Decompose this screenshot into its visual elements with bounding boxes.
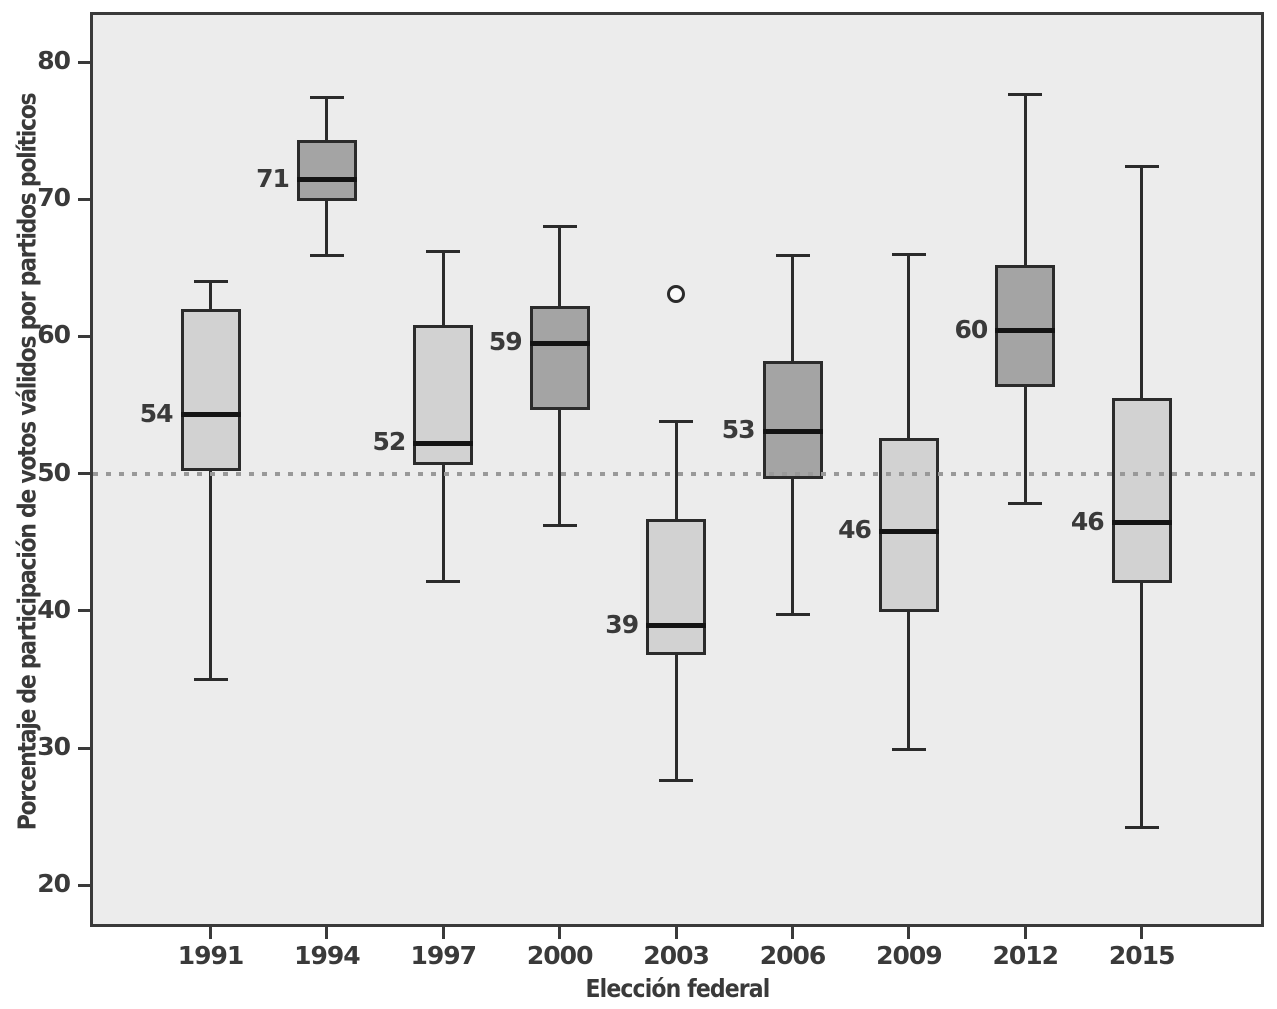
median-label: 46 (838, 515, 872, 545)
whisker-cap-low (426, 580, 461, 584)
y-tick-label: 70 (37, 183, 71, 213)
median-line (413, 440, 474, 446)
median-label: 53 (721, 415, 756, 445)
median-line (296, 177, 357, 183)
whisker-line (209, 281, 212, 680)
x-axis-title: Elección federal (90, 974, 1264, 1003)
box-iqr (1111, 398, 1172, 584)
x-axis-title-text: Elección federal (585, 974, 770, 1003)
box-iqr (180, 308, 241, 471)
y-tick-mark (78, 883, 91, 887)
x-tick-mark (791, 925, 794, 939)
whisker-cap-high (891, 252, 926, 256)
whisker-cap-low (659, 779, 694, 783)
median-line (878, 528, 939, 534)
x-tick-mark (1140, 925, 1144, 939)
y-tick-label: 80 (37, 46, 71, 75)
x-tick-mark (209, 925, 212, 939)
whisker-cap-low (542, 524, 577, 528)
x-tick-label: 1997 (410, 941, 478, 970)
median-line (646, 623, 707, 629)
median-label: 71 (256, 163, 290, 193)
y-tick-mark (78, 60, 91, 64)
whisker-cap-low (1124, 826, 1159, 830)
x-tick-label: 2012 (992, 941, 1060, 970)
median-line (180, 412, 241, 418)
x-tick-label: 1991 (177, 941, 245, 970)
whisker-cap-low (1008, 502, 1043, 506)
box-iqr (995, 265, 1056, 388)
y-tick-mark (78, 334, 91, 338)
median-label: 54 (139, 398, 174, 428)
median-label: 46 (1070, 506, 1105, 536)
y-tick-label: 20 (37, 869, 71, 899)
median-line (762, 428, 823, 434)
whisker-cap-low (193, 677, 228, 681)
whisker-cap-high (1008, 93, 1043, 97)
x-tick-label: 2000 (526, 941, 594, 970)
box-iqr (762, 361, 823, 480)
x-tick-mark (558, 925, 562, 939)
x-tick-mark (441, 925, 445, 939)
median-label: 59 (488, 327, 523, 357)
median-line (529, 340, 590, 346)
y-tick-mark (78, 746, 91, 750)
box-iqr (529, 306, 590, 411)
x-tick-mark (1023, 925, 1027, 939)
y-tick-label: 40 (37, 594, 71, 624)
median-label: 52 (372, 427, 407, 457)
whisker-cap-high (659, 419, 694, 423)
x-tick-label: 2009 (876, 941, 943, 970)
x-tick-mark (325, 925, 329, 939)
y-tick-mark (78, 472, 91, 476)
outlier-point (667, 284, 686, 303)
y-tick-label: 30 (37, 732, 71, 761)
x-tick-mark (907, 925, 911, 939)
whisker-cap-low (775, 613, 810, 617)
median-line (995, 328, 1056, 334)
whisker-cap-high (426, 249, 461, 253)
reference-line-50 (93, 471, 1261, 476)
whisker-cap-high (193, 280, 228, 284)
y-tick-label: 50 (37, 457, 71, 487)
box-iqr (878, 437, 939, 613)
y-tick-label: 60 (37, 320, 71, 350)
median-label: 39 (605, 609, 639, 639)
x-tick-label: 2003 (643, 941, 710, 970)
y-tick-mark (78, 197, 91, 201)
whisker-cap-high (1124, 164, 1159, 168)
box-iqr (646, 518, 707, 655)
x-tick-label: 1994 (294, 941, 361, 970)
x-tick-label: 2015 (1108, 941, 1176, 970)
x-tick-mark (674, 925, 678, 939)
whisker-cap-low (891, 747, 926, 751)
whisker-cap-high (542, 225, 577, 229)
whisker-cap-low (309, 253, 344, 257)
median-label: 60 (954, 314, 989, 344)
whisker-cap-high (775, 253, 810, 257)
median-line (1111, 520, 1172, 526)
y-tick-mark (78, 609, 91, 613)
x-tick-label: 2006 (759, 941, 827, 970)
whisker-cap-high (309, 96, 344, 100)
box-iqr (296, 140, 357, 201)
